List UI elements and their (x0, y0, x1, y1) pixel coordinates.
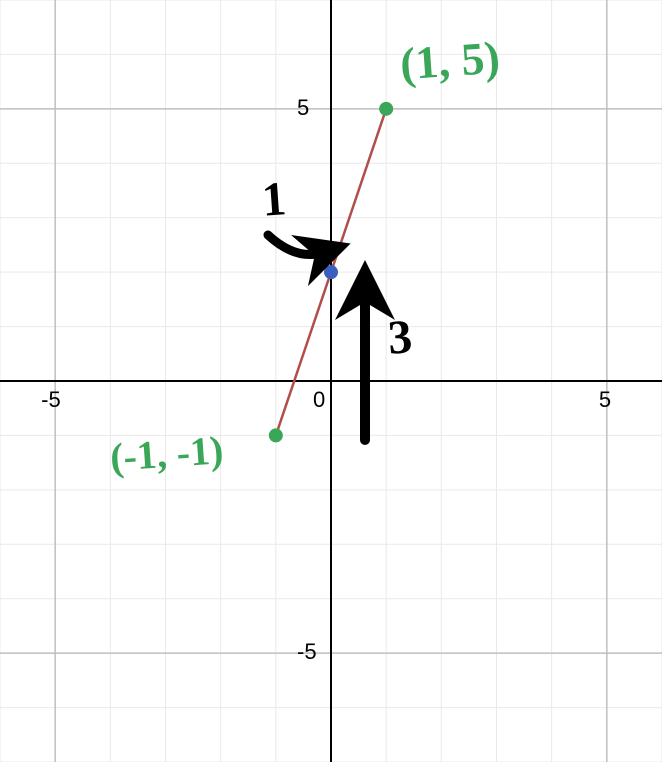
coordinate-plane: -5 0 5 5 -5 (-1, -1) (1, 5) 1 3 (0, 0, 662, 762)
ytick-5: 5 (297, 95, 309, 121)
annotation-pt_neg1_neg1: (-1, -1) (108, 426, 224, 481)
annotation-slope_run: 1 (260, 171, 288, 228)
xtick--5: -5 (41, 387, 61, 413)
annotation-pt_1_5: (1, 5) (398, 31, 501, 91)
ytick--5: -5 (297, 639, 317, 665)
plane-svg (0, 0, 662, 762)
xtick-5: 5 (599, 387, 611, 413)
xtick-0: 0 (313, 387, 325, 413)
annotation-slope_rise: 3 (386, 309, 414, 366)
